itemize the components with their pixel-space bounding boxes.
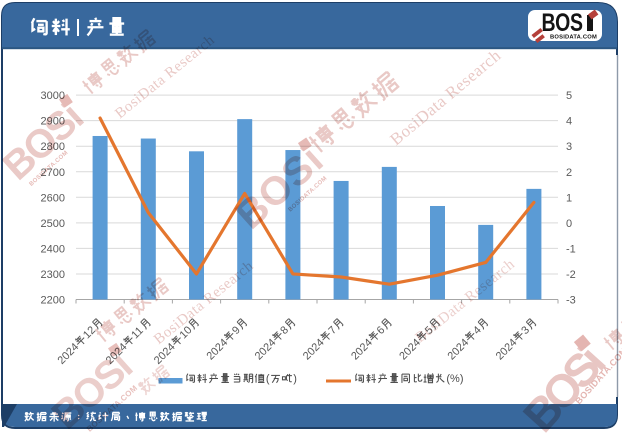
svg-text:BOSIDATA.COM: BOSIDATA.COM xyxy=(550,35,597,41)
svg-text:4: 4 xyxy=(566,116,572,128)
svg-text:2500: 2500 xyxy=(41,218,65,230)
svg-text:2800: 2800 xyxy=(41,141,65,153)
svg-text:2400: 2400 xyxy=(41,243,65,255)
svg-text:(: ( xyxy=(266,373,270,385)
svg-text:2900: 2900 xyxy=(41,116,65,128)
svg-text:-1: -1 xyxy=(566,243,576,255)
svg-text:(%): (%) xyxy=(446,373,463,385)
svg-text:3000: 3000 xyxy=(41,90,65,102)
svg-text:1: 1 xyxy=(566,192,572,204)
svg-text:2700: 2700 xyxy=(41,167,65,179)
svg-text:-2: -2 xyxy=(566,269,576,281)
svg-text:0: 0 xyxy=(566,218,572,230)
svg-text:2300: 2300 xyxy=(41,269,65,281)
svg-text:BOS: BOS xyxy=(542,9,583,37)
svg-text:2600: 2600 xyxy=(41,192,65,204)
svg-text:-3: -3 xyxy=(566,295,576,307)
svg-text:5: 5 xyxy=(566,90,572,102)
svg-text:3: 3 xyxy=(566,141,572,153)
svg-text:): ) xyxy=(293,373,297,385)
svg-text:2200: 2200 xyxy=(41,295,65,307)
svg-text:2: 2 xyxy=(566,167,572,179)
